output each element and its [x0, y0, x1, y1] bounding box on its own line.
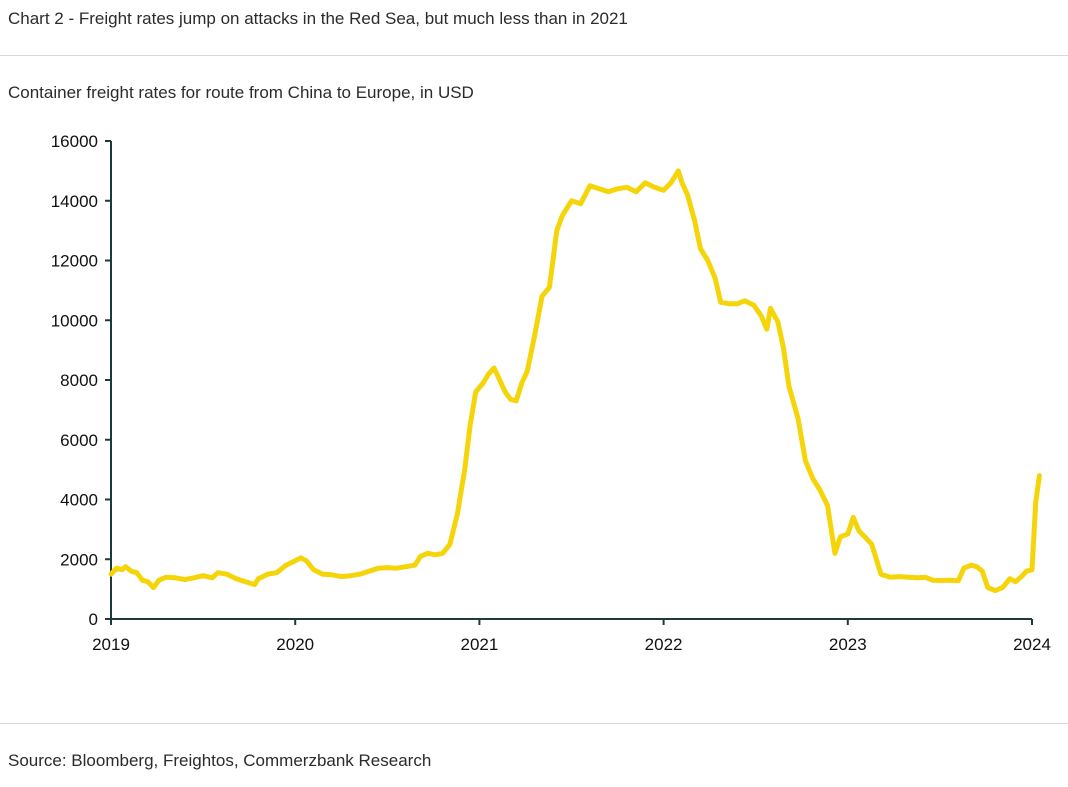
top-divider [0, 55, 1068, 56]
x-tick-label: 2021 [460, 635, 498, 654]
x-tick-label: 2020 [276, 635, 314, 654]
x-tick-label: 2024 [1013, 635, 1051, 654]
y-tick-label: 6000 [60, 431, 98, 450]
chart-title: Chart 2 - Freight rates jump on attacks … [8, 9, 628, 28]
y-tick-label: 4000 [60, 491, 98, 510]
series-line [108, 168, 1042, 594]
plot-area [108, 168, 1042, 594]
y-tick-label: 16000 [51, 132, 98, 151]
y-tick-label: 12000 [51, 252, 98, 271]
y-tick-label: 2000 [60, 550, 98, 569]
chart-subtitle: Container freight rates for route from C… [8, 83, 474, 102]
y-tick-label: 10000 [51, 311, 98, 330]
bottom-divider [0, 723, 1068, 724]
y-tick-label: 8000 [60, 371, 98, 390]
x-tick-label: 2022 [645, 635, 683, 654]
x-tick-label: 2019 [92, 635, 130, 654]
y-tick-label: 14000 [51, 192, 98, 211]
y-tick-label: 0 [89, 610, 98, 629]
chart-axes: 0 2000 4000 6000 8000 10000 12000 14000 16000 201… [51, 132, 1051, 654]
source-note: Source: Bloomberg, Freightos, Commerzban… [8, 751, 432, 770]
x-tick-label: 2023 [829, 635, 867, 654]
